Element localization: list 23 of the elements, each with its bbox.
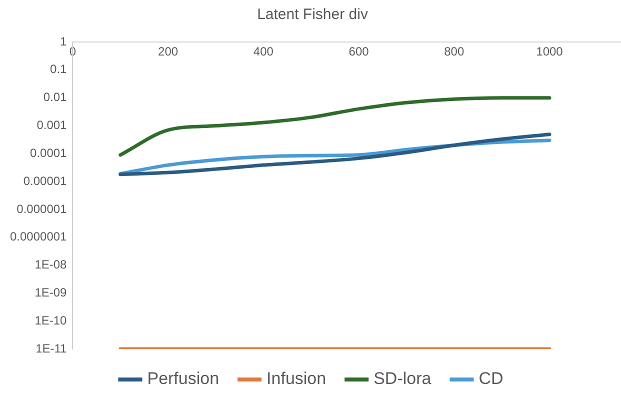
legend-label: SD-lora <box>374 369 432 388</box>
x-tick-label: 800 <box>444 44 464 59</box>
x-tick-label: 400 <box>253 44 274 59</box>
x-tick-label: 1000 <box>536 44 564 59</box>
chart-title: Latent Fisher div <box>257 6 368 24</box>
y-tick-label: 0.1 <box>50 62 68 76</box>
y-tick-label: 1E-08 <box>34 258 68 272</box>
y-tick-label: 0.001 <box>36 118 68 132</box>
x-tick-label: 600 <box>348 44 370 59</box>
legend-label: CD <box>478 369 504 388</box>
x-tick-label: 200 <box>158 44 178 59</box>
y-tick-label: 0.01 <box>43 90 68 104</box>
y-tick-label: 0.0001 <box>30 146 68 160</box>
legend-label: Perfusion <box>147 369 220 388</box>
y-tick-label: 0.0000001 <box>10 230 68 244</box>
y-tick-label: 1 <box>60 34 68 48</box>
y-tick-label: 1E-10 <box>34 313 68 328</box>
y-tick-label: 0.00001 <box>23 174 68 188</box>
line-series <box>118 96 552 157</box>
legend-label: Infusion <box>266 369 326 388</box>
y-tick-label: 0.000001 <box>16 202 68 216</box>
y-tick-label: 1E-11 <box>36 341 68 356</box>
y-tick-label: 1E-09 <box>34 285 68 300</box>
